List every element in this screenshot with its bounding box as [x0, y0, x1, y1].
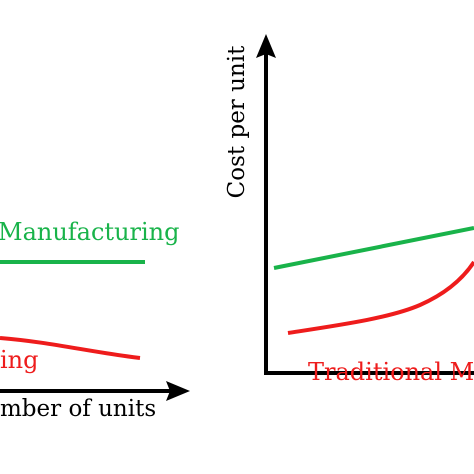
left-red-label: ing — [0, 346, 39, 374]
right-panel: Cost per unit Traditional M — [224, 34, 474, 386]
right-red-curve — [287, 260, 474, 335]
left-green-label: Manufacturing — [0, 218, 180, 246]
left-x-axis-arrowhead — [166, 381, 190, 401]
left-red-curve — [0, 336, 141, 360]
right-y-axis-label: Cost per unit — [224, 45, 250, 198]
right-red-label: Traditional M — [308, 358, 474, 386]
left-panel: Manufacturing ing mber of units — [0, 218, 190, 422]
right-green-curve — [273, 226, 474, 270]
right-y-axis-arrowhead — [256, 34, 276, 58]
left-x-axis-label: mber of units — [0, 396, 156, 422]
